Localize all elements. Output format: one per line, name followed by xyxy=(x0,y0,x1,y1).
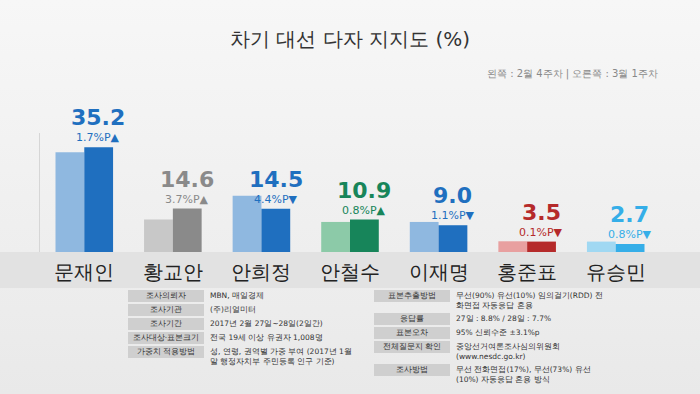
svg-text:35.2: 35.2 xyxy=(71,105,125,130)
svg-text:0.1%P▼: 0.1%P▼ xyxy=(519,226,563,239)
svg-text:차기 대선 다자 지지도 (%): 차기 대선 다자 지지도 (%) xyxy=(230,27,470,51)
html-text:조사기관: 조사기관 xyxy=(150,305,182,314)
svg-text:1.1%P▼: 1.1%P▼ xyxy=(431,209,475,222)
svg-text:9.0: 9.0 xyxy=(433,183,472,208)
svg-text:2.7: 2.7 xyxy=(610,202,649,227)
html-text:성, 연령, 권역별 가중 부여 (2017년 1월 말 행: 성, 연령, 권역별 가중 부여 (2017년 1월 말 행정자치부 주민등록 … xyxy=(210,347,352,366)
html-text:조사대상·표본크기: 조사대상·표본크기 xyxy=(132,333,200,342)
html-text:조사의뢰자: 조사의뢰자 xyxy=(146,291,186,300)
html-text:2017년 2월 27일~28일(2일간): 2017년 2월 27일~28일(2일간) xyxy=(210,319,323,328)
html-text:중앙선거여론조사심의위원회 (www.nesdc.go.kr: 중앙선거여론조사심의위원회 (www.nesdc.go.kr) xyxy=(456,342,560,361)
html-text:가중치 적용방법: 가중치 적용방법 xyxy=(136,347,196,356)
html-text:조사방법: 조사방법 xyxy=(396,365,428,374)
html-text:무선(90%) 유선(10%) 임의걸기(RDD) 전화면접: 무선(90%) 유선(10%) 임의걸기(RDD) 전화면접 자동응답 혼용 xyxy=(456,291,603,310)
svg-text:유승민: 유승민 xyxy=(586,260,646,284)
svg-text:홍준표: 홍준표 xyxy=(497,260,557,284)
svg-text:왼쪽 : 2월 4주차 | 오른쪽 : 3월 1주차: 왼쪽 : 2월 4주차 | 오른쪽 : 3월 1주차 xyxy=(487,68,658,80)
svg-text:3.5: 3.5 xyxy=(522,200,561,225)
svg-text:3.7%P▲: 3.7%P▲ xyxy=(165,193,209,206)
html-text:응답률: 응답률 xyxy=(400,314,424,323)
svg-text:안철수: 안철수 xyxy=(320,260,380,284)
svg-text:0.8%P▲: 0.8%P▲ xyxy=(342,204,386,217)
svg-text:황교안: 황교안 xyxy=(143,260,203,284)
svg-text:문재인: 문재인 xyxy=(54,260,114,284)
svg-text:안희정: 안희정 xyxy=(231,260,291,284)
svg-text:1.7%P▲: 1.7%P▲ xyxy=(76,131,120,144)
html-text:전체질문지 확인: 전체질문지 확인 xyxy=(382,342,442,351)
svg-text:0.8%P▼: 0.8%P▼ xyxy=(608,228,652,241)
html-text:27일 : 8.8% / 28일 : 7.7%: 27일 : 8.8% / 28일 : 7.7% xyxy=(456,314,552,323)
html-text:전국 19세 이상 유권자 1,008명: 전국 19세 이상 유권자 1,008명 xyxy=(210,333,323,342)
html-text:조사기간: 조사기간 xyxy=(150,319,182,328)
html-text:(주)리얼미터: (주)리얼미터 xyxy=(210,305,256,314)
html-text:표본오차: 표본오차 xyxy=(396,328,428,337)
html-text:MBN, 매일경제: MBN, 매일경제 xyxy=(210,291,264,300)
svg-text:14.6: 14.6 xyxy=(160,167,214,192)
svg-text:10.9: 10.9 xyxy=(337,178,391,203)
svg-text:14.5: 14.5 xyxy=(249,167,303,192)
html-text:무선 전화면접(17%), 무선(73%) 유선(10%): 무선 전화면접(17%), 무선(73%) 유선(10%) 자동응답 혼용 방식 xyxy=(456,365,591,384)
svg-text:이재명: 이재명 xyxy=(409,260,469,284)
html-text:표본추출방법: 표본추출방법 xyxy=(388,291,436,300)
svg-text:4.4%P▼: 4.4%P▼ xyxy=(254,193,298,206)
html-text:95% 신뢰수준 ±3.1%p: 95% 신뢰수준 ±3.1%p xyxy=(456,328,540,337)
